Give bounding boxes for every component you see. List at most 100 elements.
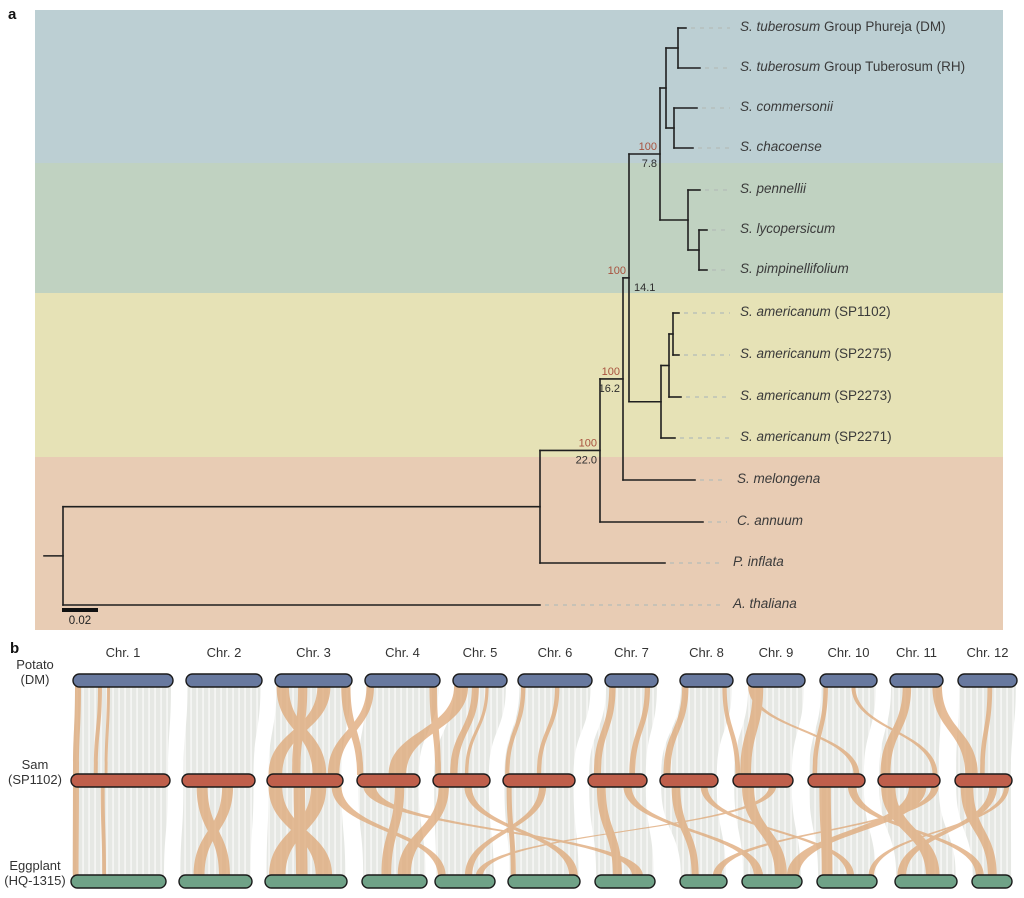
- chromosome-bar-potato: [72, 673, 174, 688]
- chromosome-header: Chr. 2: [206, 645, 242, 660]
- rearrangement-ribbon: [623, 786, 763, 876]
- chromosome-bar-sam: [432, 773, 491, 788]
- chromosome-bar-eggplant: [264, 874, 348, 889]
- chromosome-bar-sam: [807, 773, 866, 788]
- rearrangement-ribbon: [388, 686, 469, 775]
- chromosome-bar-eggplant: [361, 874, 428, 889]
- chromosome-header: Chr. 3: [296, 645, 331, 660]
- rearrangement-ribbon: [663, 686, 689, 775]
- tree-tip-label: P. inflata: [733, 554, 784, 569]
- divergence-age: 7.8: [642, 158, 657, 170]
- rearrangement-ribbon: [960, 786, 997, 876]
- tree-tip-label: S. tuberosum Group Phureja (DM): [740, 19, 946, 34]
- tree-branches: [43, 27, 708, 606]
- tree-tip-label: S. commersonii: [740, 99, 834, 114]
- genome-row-label-potato: Potato (DM): [16, 657, 54, 687]
- chromosome-bar-eggplant: [971, 874, 1013, 889]
- rearrangement-ribbon: [671, 786, 699, 876]
- chromosome-bar-sam: [356, 773, 421, 788]
- rearrangement-ribbon: [72, 686, 81, 775]
- clade-band-potato: [35, 10, 1003, 163]
- tree-tip-label: S. americanum (SP2275): [740, 346, 892, 361]
- panel-b-label: b: [10, 640, 20, 657]
- rearrangement-ribbon: [327, 686, 374, 775]
- rearrangement-ribbon: [381, 786, 405, 876]
- synteny-ribbon: [661, 686, 732, 775]
- tree-tip-label: S. tuberosum Group Tuberosum (RH): [740, 59, 966, 74]
- rearrangement-ribbon: [742, 786, 787, 876]
- synteny-ribbon: [183, 686, 261, 775]
- synteny-panel: [70, 673, 1018, 889]
- rearrangement-ribbon: [100, 786, 107, 876]
- synteny-ribbon: [589, 686, 657, 775]
- rearrangement-ribbon: [505, 686, 526, 775]
- chromosome-bar-sam: [70, 773, 171, 788]
- chromosome-bar-potato: [517, 673, 593, 688]
- chromosome-header: Chr. 10: [827, 645, 870, 660]
- chromosome-bar-potato: [604, 673, 659, 688]
- rearrangement-ribbon: [104, 686, 110, 775]
- chromosome-bar-sam: [954, 773, 1013, 788]
- clade-band-tomato: [35, 163, 1003, 293]
- chromosome-bar-sam: [659, 773, 719, 788]
- rearrangement-ribbon: [536, 686, 560, 775]
- rearrangement-ribbon: [596, 786, 622, 876]
- orange-rearrangement-ribbons: [72, 686, 1010, 876]
- support-value: 100: [579, 437, 597, 449]
- chromosome-bar-potato: [452, 673, 508, 688]
- rearrangement-ribbon: [475, 786, 777, 876]
- chromosome-bar-eggplant: [679, 874, 728, 889]
- chromosome-header: Chr. 9: [758, 645, 794, 660]
- tree-tip-label: A. thaliana: [733, 596, 797, 611]
- chromosome-bar-eggplant: [507, 874, 581, 889]
- genome-row-label-sam: Sam (SP1102): [8, 757, 62, 787]
- rearrangement-ribbon: [748, 686, 860, 775]
- chromosome-bar-potato: [889, 673, 944, 688]
- tree-tip-label: S. chacoense: [740, 139, 822, 154]
- support-value: 100: [608, 265, 626, 277]
- tree-tip-label: S. melongena: [737, 471, 821, 486]
- rearrangement-ribbon: [787, 786, 927, 876]
- rearrangement-ribbon: [292, 686, 308, 775]
- genome-row-label-eggplant: Eggplant (HQ-1315): [4, 858, 66, 888]
- tree-tip-label: C. annuum: [737, 513, 804, 528]
- chromosome-bar-eggplant: [816, 874, 878, 889]
- rearrangement-ribbon: [429, 686, 441, 775]
- chromosome-bar-sam: [877, 773, 941, 788]
- chromosome-bar-potato: [185, 673, 263, 688]
- rearrangement-ribbon: [629, 686, 651, 775]
- chromosome-bar-potato: [819, 673, 878, 688]
- rearrangement-ribbon: [464, 786, 578, 876]
- chromosome-header: Chr. 5: [462, 645, 498, 660]
- chromosome-header: Chr. 12: [966, 645, 1009, 660]
- chromosome-bar-sam: [587, 773, 648, 788]
- support-value: 100: [602, 366, 620, 378]
- rearrangement-ribbon: [397, 786, 449, 876]
- rearrangement-ribbon: [897, 786, 998, 876]
- node-labels: 100 7.8 100 14.1 100 16.2 100 22.0: [576, 141, 657, 466]
- synteny-ribbon: [434, 686, 506, 775]
- rearrangement-ribbon: [700, 786, 855, 876]
- chromosome-bar-potato: [274, 673, 353, 688]
- chromosome-bar-potato: [364, 673, 441, 688]
- phylogenetic-tree-panel: 100 7.8 100 14.1 100 16.2 100 22.0 0.02: [35, 10, 1003, 630]
- chromosome-bar-eggplant: [594, 874, 656, 889]
- divergence-age: 22.0: [576, 454, 597, 466]
- rearrangement-ribbon: [980, 686, 993, 775]
- rearrangement-ribbon: [450, 686, 479, 775]
- chromosome-bar-potato: [957, 673, 1018, 688]
- chromosome-bar-eggplant: [894, 874, 958, 889]
- rearrangement-ribbon: [93, 686, 102, 775]
- chromosome-header: Chr. 8: [689, 645, 724, 660]
- chromosome-bar-eggplant: [70, 874, 167, 889]
- tip-connectors: [545, 27, 730, 606]
- rearrangement-ribbon: [72, 786, 79, 876]
- rearrangement-ribbon: [464, 686, 489, 775]
- tree-tip-label: S. americanum (SP2271): [740, 429, 892, 444]
- chromosome-bar-eggplant: [434, 874, 496, 889]
- chromosome-bar-potato: [746, 673, 806, 688]
- rearrangement-ribbon: [593, 686, 616, 775]
- chromosome-bar-sam: [732, 773, 794, 788]
